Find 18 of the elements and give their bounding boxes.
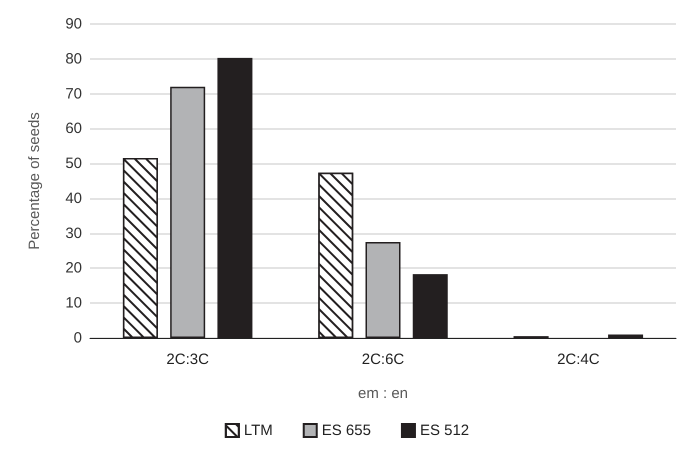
y-tick-label: 0 [74, 330, 82, 346]
y-tick-label: 60 [65, 120, 82, 138]
y-axis-title: Percentage of seeds [26, 112, 43, 250]
y-tick-label: 50 [65, 155, 82, 172]
y-tick-label: 70 [65, 85, 82, 102]
y-tick-label: 20 [65, 260, 82, 277]
legend-label: ES 655 [322, 422, 371, 439]
y-tick-label: 90 [65, 16, 82, 32]
y-tick-label: 80 [65, 50, 82, 68]
legend-label: LTM [244, 422, 273, 439]
x-tick-label: 2C:3C [166, 351, 210, 368]
x-axis-title: em : en [358, 385, 408, 402]
legend-label: ES 512 [420, 422, 470, 439]
x-tick-label: 2C:4C [557, 351, 600, 368]
y-tick-label: 30 [65, 224, 82, 242]
y-tick-label: 10 [65, 294, 82, 312]
x-tick-label: 2C:6C [362, 351, 404, 368]
y-tick-label: 40 [65, 190, 82, 207]
